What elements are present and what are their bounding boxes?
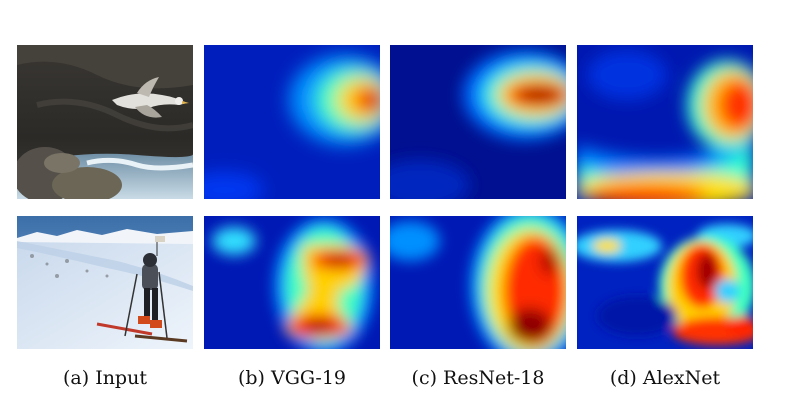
heatmap-alexnet-seagull (577, 45, 753, 199)
heatmap-vgg19-seagull (204, 45, 380, 199)
caption-input: (a) Input (63, 367, 147, 389)
input-image-seagull (17, 45, 193, 199)
caption-vgg19: (b) VGG-19 (237, 367, 347, 389)
heatmap-resnet18-skier (390, 216, 566, 349)
caption-alexnet: (d) AlexNet (609, 367, 721, 389)
heatmap-alexnet-skier (577, 216, 753, 349)
skier-shape (96, 236, 188, 343)
heatmap-resnet18-seagull (390, 45, 566, 199)
input-image-skier (17, 216, 193, 349)
heatmap-vgg19-skier (204, 216, 380, 349)
caption-resnet18: (c) ResNet-18 (411, 367, 545, 389)
seagull-shape (112, 77, 189, 118)
